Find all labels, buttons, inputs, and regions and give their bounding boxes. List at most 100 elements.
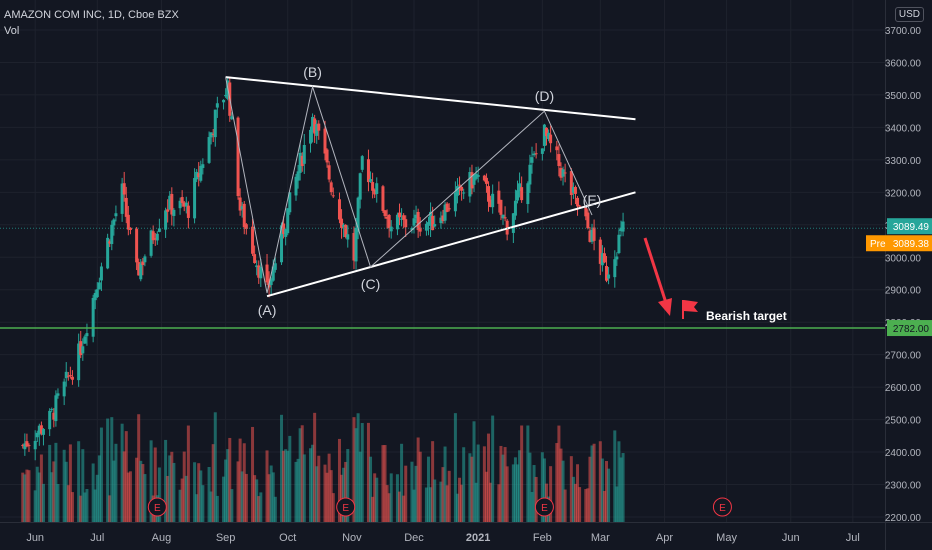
volume-bar (584, 489, 588, 522)
volume-bar (313, 412, 317, 522)
candle-body (68, 375, 72, 377)
volume-bar (296, 458, 300, 522)
volume-bar (267, 474, 271, 522)
volume-bar (108, 495, 112, 522)
y-tick-label: 3000.00 (885, 253, 922, 264)
candle-body (356, 197, 360, 232)
candle-body (602, 253, 606, 263)
candle-body (590, 229, 594, 242)
volume-bar (532, 465, 536, 522)
candle-body (460, 186, 464, 191)
volume-bar (360, 423, 364, 522)
currency-badge[interactable]: USD (894, 7, 924, 22)
volume-bar (356, 413, 360, 522)
candle-body (155, 233, 159, 241)
volume-bar (383, 445, 387, 522)
volume-bar (226, 449, 230, 522)
volume-bar (280, 414, 284, 522)
symbol-title[interactable]: AMAZON COM INC, 1D, Cboe BZX (4, 9, 179, 21)
bearish-target-label: Bearish target (706, 309, 787, 323)
earnings-marker-icon (147, 497, 167, 517)
volume-bar (178, 489, 182, 522)
candle-body (559, 168, 563, 178)
candle-body (242, 203, 246, 228)
candle-body (358, 173, 362, 200)
volume-bar (21, 472, 25, 522)
volume-bar (366, 422, 370, 522)
candle-body (571, 187, 575, 193)
candle-body (141, 261, 145, 265)
volume-bar (201, 485, 205, 522)
volume-bar (273, 496, 277, 522)
candle-body (398, 212, 402, 218)
candle-body (209, 132, 213, 138)
volume-bar (613, 430, 617, 522)
premarket-prefix: Pre (870, 239, 886, 250)
volume-bar (66, 485, 70, 522)
volume-bar (600, 458, 604, 522)
volume-bar (215, 495, 219, 522)
y-tick-label: 3300.00 (885, 156, 922, 167)
volume-bar (497, 484, 501, 522)
volume-bar (137, 414, 141, 522)
candle-body (66, 375, 70, 377)
volume-bar (255, 479, 259, 522)
volume-bar (619, 457, 623, 522)
candle-body (491, 193, 495, 208)
volume-bar (389, 473, 393, 522)
candle-body (286, 208, 290, 234)
volume-bar (474, 482, 478, 522)
volume-bar (135, 457, 139, 522)
candle-body (439, 217, 443, 224)
candle-body (64, 371, 68, 379)
candle-body (520, 187, 524, 201)
candle-body (106, 237, 110, 269)
volume-bar (41, 483, 45, 522)
volume-bar (331, 493, 335, 522)
candle-body (518, 183, 522, 191)
volume-bar (106, 418, 110, 522)
candle-body (77, 343, 81, 381)
candle-body (135, 228, 139, 263)
volume-bar (505, 466, 509, 522)
bearish-arrow-head (658, 298, 672, 316)
volume-bar (458, 477, 462, 522)
candle-body (557, 154, 561, 167)
candle-body (447, 208, 451, 210)
candle-body (56, 393, 60, 396)
volume-bar (64, 461, 68, 522)
volume-bar (33, 490, 37, 522)
volume-bar (484, 471, 488, 522)
volume-bar (354, 428, 358, 522)
candle-body (528, 164, 532, 185)
volume-bar (460, 484, 464, 522)
candle-body (354, 227, 358, 262)
volume-bar (23, 474, 27, 522)
volume-bar (617, 441, 621, 522)
volume-bar (369, 456, 373, 522)
volume-bar (50, 472, 54, 522)
candle-body (385, 216, 389, 219)
volume-bar (433, 479, 437, 522)
volume-bar (294, 461, 298, 522)
volume-bar (563, 489, 567, 522)
volume-bar (468, 453, 472, 522)
volume-bar (605, 461, 609, 522)
x-tick-label: Oct (279, 532, 296, 544)
candle-body (619, 227, 623, 231)
candle-body (501, 214, 505, 219)
volume-bar (298, 428, 302, 522)
volume-bar (195, 494, 199, 522)
volume-bar (124, 431, 128, 522)
candle-body (110, 224, 114, 245)
volume-bar (197, 463, 201, 522)
volume-bar (404, 465, 408, 522)
volume-bar (325, 472, 329, 522)
volume-bar (371, 496, 375, 522)
candle-body (329, 182, 333, 193)
candle-body (224, 94, 228, 97)
volume-bar (97, 455, 101, 522)
candle-body (547, 132, 551, 139)
candle-body (83, 336, 87, 344)
